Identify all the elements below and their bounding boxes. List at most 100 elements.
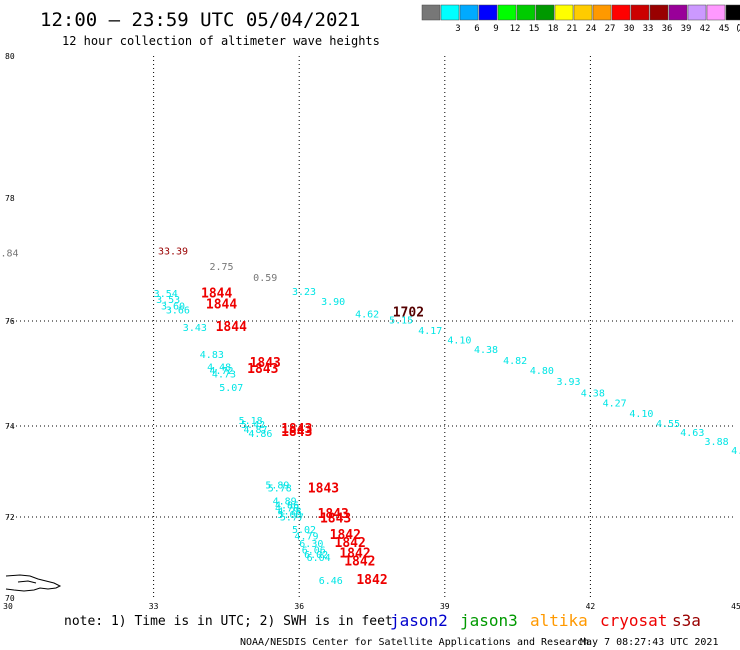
- wave-height-label: 6.02: [304, 550, 328, 561]
- longitude-tick-label: 42: [586, 602, 596, 611]
- wave-height-label: 4.82: [503, 356, 527, 367]
- footer-note: note: 1) Time is in UTC; 2) SWH is in fe…: [64, 614, 393, 629]
- pass-time-label: 1843: [281, 422, 312, 437]
- legend-label: 9: [493, 24, 498, 34]
- legend-swatch: [725, 4, 740, 21]
- wave-height-label: 5.42: [241, 420, 265, 431]
- wave-height-label: 4.86: [275, 500, 299, 511]
- axis-labels: 30 33 36 39 42 45 80 78 76 74 72 70: [3, 52, 740, 611]
- page-title: 12:00 — 23:59 UTC 05/04/2021: [40, 9, 360, 31]
- wave-height-label: 3.93: [557, 377, 581, 388]
- pass-time-label: 1842: [335, 536, 366, 551]
- legend-label: 42: [700, 24, 711, 34]
- legend-label: 70: [738, 24, 740, 34]
- latitude-tick-label: 70: [5, 594, 15, 603]
- legend-label: 12: [510, 24, 521, 34]
- wave-height-label: 5.15: [389, 316, 413, 327]
- wave-height-label: 4.45: [731, 446, 740, 457]
- wave-height-label: 4.89: [273, 497, 297, 508]
- latitude-tick-label: 74: [5, 422, 15, 431]
- wave-height-label: 5.02: [292, 525, 316, 536]
- pass-time-label: 1702: [393, 306, 424, 321]
- wave-height-label: 3.66: [166, 306, 190, 317]
- longitude-tick-label: 33: [149, 602, 159, 611]
- wave-height-label: 4.86: [248, 429, 272, 440]
- wave-height-label: 4.55: [656, 419, 680, 430]
- legend-swatch: [706, 4, 726, 21]
- pass-time-label: 1842: [356, 573, 387, 588]
- latitude-tick-label: 80: [5, 52, 15, 61]
- legend-label: 3: [455, 24, 460, 34]
- legend-swatch: [649, 4, 669, 21]
- legend-swatch: [421, 4, 441, 21]
- wave-height-label: 3.54: [154, 289, 178, 300]
- legend-swatch: [592, 4, 612, 21]
- satellite-s3a-label: s3a: [672, 611, 701, 630]
- wave-height-label: 2.75: [209, 262, 233, 273]
- wave-height-label: 5.89: [265, 480, 289, 491]
- pass-time-label: 1842: [330, 528, 361, 543]
- legend-label: 27: [605, 24, 616, 34]
- pass-time-labels: 1844184418441843184318431843184318431843…: [201, 287, 424, 588]
- legend-swatch: [630, 4, 650, 21]
- wave-height-label: 4.27: [603, 399, 627, 410]
- pass-time-label: 1843: [320, 512, 351, 527]
- wave-height-label: 4.48: [207, 362, 231, 373]
- wave-height-label: 5.18: [239, 416, 263, 427]
- wave-height-label: 4.10: [447, 336, 471, 347]
- legend-swatch: [535, 4, 555, 21]
- legend-swatch: [440, 4, 460, 21]
- legend-swatch: [516, 4, 536, 21]
- legend-label: 18: [548, 24, 559, 34]
- pass-time-label: 1843: [308, 481, 339, 496]
- legend-label: 36: [662, 24, 673, 34]
- latitude-tick-label: 72: [5, 513, 15, 522]
- wave-height-label: 3.88: [705, 437, 729, 448]
- wave-height-label: 4.38: [581, 389, 605, 400]
- pass-time-label: 1843: [247, 362, 278, 377]
- legend-swatch: [668, 4, 688, 21]
- wave-height-color-legend: 36912151821242730333639424570(ft): [421, 4, 740, 34]
- wave-height-label: 3.60: [161, 301, 185, 312]
- wave-height-label: 0.59: [253, 273, 277, 284]
- pass-time-label: 1843: [281, 425, 312, 440]
- satellite-altika-label: altika: [530, 611, 588, 630]
- wave-height-label: 4.78: [277, 507, 301, 518]
- legend-swatch: [459, 4, 479, 21]
- pass-time-label: 1842: [339, 547, 370, 562]
- wave-height-label: 4.63: [680, 428, 704, 439]
- pass-time-label: 1844: [206, 298, 237, 313]
- wave-height-values: 0.84 33.39 2.75 0.59 3.543.533.603.66 3.23 3.9…: [0, 247, 740, 587]
- wave-height-label: 33.39: [158, 247, 188, 258]
- wave-height-label: 4.79: [294, 531, 318, 542]
- wave-height-label: 4.80: [530, 366, 554, 377]
- legend-label: 24: [586, 24, 597, 34]
- legend-unit: (ft): [735, 24, 740, 34]
- legend-label: 21: [567, 24, 578, 34]
- wave-height-label: 3.43: [183, 323, 207, 334]
- wave-height-label: 3.23: [292, 287, 316, 298]
- pass-time-label: 1844: [201, 287, 232, 302]
- wave-height-label: 6.06: [302, 545, 326, 556]
- satellite-jason2-label: jason2: [390, 611, 448, 630]
- wave-height-label: 0.84: [0, 248, 19, 259]
- legend-label: 39: [681, 24, 692, 34]
- latitude-tick-label: 76: [5, 317, 15, 326]
- legend-swatch: [478, 4, 498, 21]
- wave-height-label: 6.46: [319, 576, 343, 587]
- coastline-icon: [5, 574, 62, 592]
- wave-height-label: 4.38: [474, 345, 498, 356]
- wave-height-label: 5.00: [277, 510, 301, 521]
- map-grid: [8, 56, 736, 598]
- wave-height-label: 4.10: [629, 409, 653, 420]
- wave-height-label: 5.77: [280, 513, 304, 524]
- wave-height-label: 4.78: [275, 504, 299, 515]
- legend-swatch: [611, 4, 631, 21]
- longitude-tick-label: 30: [3, 602, 13, 611]
- legend-swatch: [687, 4, 707, 21]
- legend-swatch: [554, 4, 574, 21]
- page-subtitle: 12 hour collection of altimeter wave hei…: [62, 34, 380, 48]
- legend-swatch: [497, 4, 517, 21]
- satellite-legend: jason2 jason3 altika cryosat s3a: [390, 611, 701, 630]
